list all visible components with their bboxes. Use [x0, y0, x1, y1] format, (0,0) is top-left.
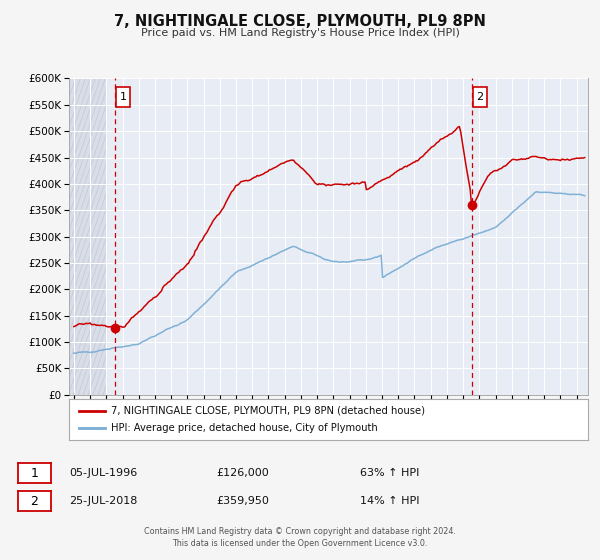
Text: HPI: Average price, detached house, City of Plymouth: HPI: Average price, detached house, City…: [110, 423, 377, 433]
Text: 7, NIGHTINGALE CLOSE, PLYMOUTH, PL9 8PN (detached house): 7, NIGHTINGALE CLOSE, PLYMOUTH, PL9 8PN …: [110, 405, 425, 416]
Text: 2: 2: [31, 494, 38, 508]
Text: Contains HM Land Registry data © Crown copyright and database right 2024.
This d: Contains HM Land Registry data © Crown c…: [144, 527, 456, 548]
Text: 05-JUL-1996: 05-JUL-1996: [69, 468, 137, 478]
Text: 14% ↑ HPI: 14% ↑ HPI: [360, 496, 419, 506]
Text: Price paid vs. HM Land Registry's House Price Index (HPI): Price paid vs. HM Land Registry's House …: [140, 28, 460, 38]
Text: £126,000: £126,000: [216, 468, 269, 478]
FancyBboxPatch shape: [116, 87, 130, 108]
FancyBboxPatch shape: [473, 87, 487, 108]
Text: 2: 2: [476, 92, 484, 102]
Text: 7, NIGHTINGALE CLOSE, PLYMOUTH, PL9 8PN: 7, NIGHTINGALE CLOSE, PLYMOUTH, PL9 8PN: [114, 14, 486, 29]
Text: £359,950: £359,950: [216, 496, 269, 506]
Text: 1: 1: [31, 466, 38, 480]
Text: 25-JUL-2018: 25-JUL-2018: [69, 496, 137, 506]
Text: 63% ↑ HPI: 63% ↑ HPI: [360, 468, 419, 478]
Text: 1: 1: [119, 92, 127, 102]
